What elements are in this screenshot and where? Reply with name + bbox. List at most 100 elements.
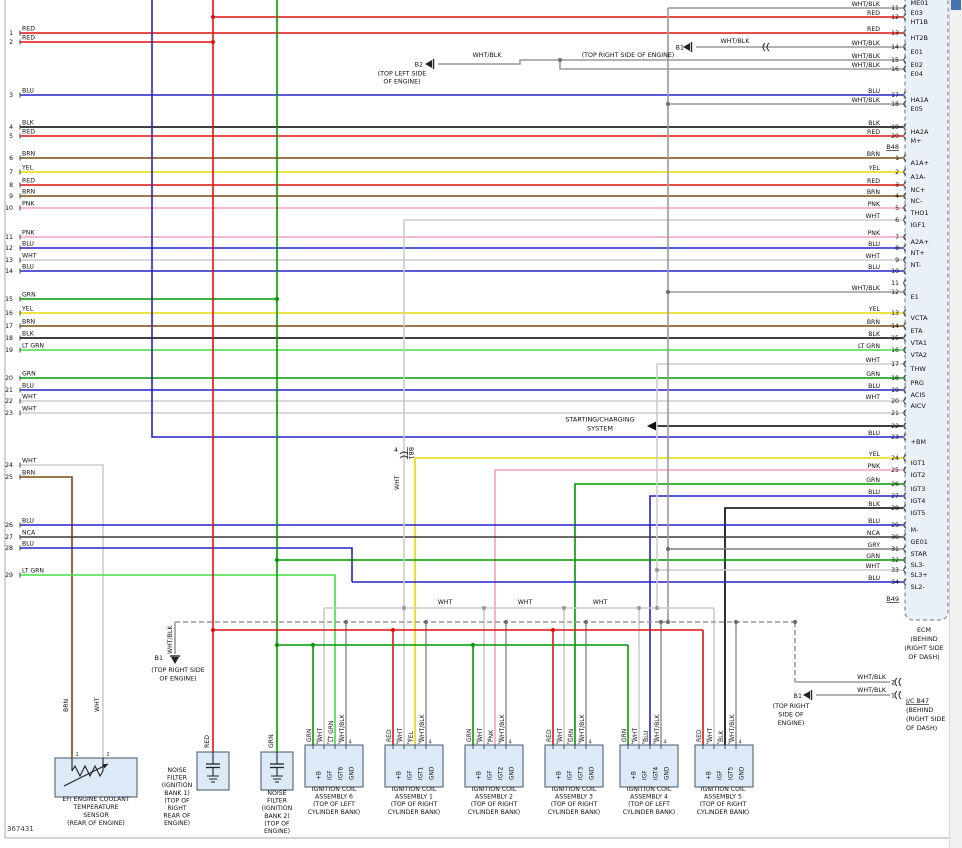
- wire-color-label: LT GRN: [22, 568, 44, 575]
- wire-color-label: PNK: [868, 463, 881, 470]
- junction-dot: [310, 642, 316, 648]
- left-wire-number: 7: [9, 169, 13, 176]
- component-pin-number: 2: [487, 740, 490, 746]
- inline-connector-icon: [399, 451, 409, 455]
- coil-terminal-label: +B: [557, 771, 563, 780]
- left-wire-number: 8: [9, 182, 13, 189]
- wire-color-label: BLU: [22, 241, 34, 248]
- wire-color-label: BRN: [22, 319, 36, 326]
- ecm-pin-signal: M-: [911, 526, 920, 534]
- ecm-pin-brace: [903, 454, 907, 462]
- coil-terminal-label: IGF: [718, 770, 724, 780]
- wire-color-label: BLU: [868, 264, 880, 271]
- annotation-text: WHT/BLK: [473, 52, 503, 59]
- ground-symbol-icon: [803, 691, 810, 699]
- ground-symbol-icon: [683, 43, 690, 51]
- component-label: ENGINE): [264, 828, 290, 835]
- ecm-pin-brace: [903, 100, 907, 108]
- pin-number: 2: [895, 169, 899, 176]
- component-label: ENGINE): [164, 820, 190, 827]
- annotation-text: OF ENGINE): [159, 676, 196, 683]
- ecm-pin-signal: HA2A: [911, 128, 929, 136]
- wire-color-label: WHT: [865, 563, 880, 570]
- wire-color-label: YEL: [868, 165, 881, 172]
- component-pin-number: 1: [316, 740, 319, 746]
- ecm-pin-brace: [903, 492, 907, 500]
- wire: [20, 476, 73, 758]
- junction-dot: [423, 619, 429, 625]
- wire-color-label: BRN: [867, 151, 881, 158]
- inline-connector-icon: [766, 42, 770, 52]
- junction-dot: [654, 567, 660, 573]
- left-wire-number: 6: [9, 155, 13, 162]
- wire-color-label: WHT/BLK: [852, 62, 881, 69]
- rotated-wire-label: WHT: [557, 728, 564, 742]
- left-wire-number: 11: [5, 234, 13, 241]
- ecm-pin-signal: GE01: [911, 538, 928, 546]
- inline-connector-icon: [894, 690, 898, 700]
- ecm-pin-brace: [903, 29, 907, 37]
- ecm-pin-brace: [903, 91, 907, 99]
- annotation-text: SYSTEM: [587, 425, 613, 433]
- wire-color-label: WHT: [22, 394, 37, 401]
- ecm-pin-brace: [903, 578, 907, 586]
- ecm-pin-signal: ME01: [911, 0, 929, 7]
- component-pin-number: 3: [338, 740, 341, 746]
- wire-color-label: BLU: [868, 88, 880, 95]
- ecm-pin-brace: [903, 181, 907, 189]
- junction-dot: [210, 627, 216, 633]
- ecm-pin-signal: HT2B: [911, 34, 928, 42]
- wire-color-label: RED: [867, 26, 880, 33]
- component-label: BANK 2): [264, 813, 289, 820]
- pin-number: 32: [891, 557, 899, 564]
- pin-number: 5: [895, 205, 899, 212]
- wire-color-label: WHT/BLK: [852, 40, 881, 47]
- left-wire-number: 18: [5, 335, 13, 342]
- component-label: CYLINDER BANK): [623, 809, 675, 816]
- junction-dot: [636, 605, 642, 611]
- component-pin-number: 4: [739, 740, 742, 746]
- ecm-pin-brace: [903, 556, 907, 564]
- wire-color-label: BLK: [22, 331, 35, 338]
- wire-color-label: WHT: [865, 253, 880, 260]
- junction-dot: [557, 57, 563, 63]
- component-box: [384, 744, 444, 788]
- coil-terminal-label: GND: [740, 766, 746, 780]
- junction-dot: [343, 619, 349, 625]
- pin-number: 19: [891, 124, 899, 131]
- annotation-text: 2: [891, 680, 895, 687]
- ecm-pin-signal: E05: [911, 105, 923, 113]
- left-wire-number: 25: [5, 474, 13, 481]
- junction-dot: [470, 642, 476, 648]
- wire-color-label: WHT: [865, 213, 880, 220]
- wire-color-label: BLU: [22, 383, 34, 390]
- component-pin-number: 2: [642, 740, 645, 746]
- pin-number: 15: [891, 57, 899, 64]
- component-pin-number: 2: [327, 740, 330, 746]
- left-wire-number: 17: [5, 323, 13, 330]
- pin-number: 20: [891, 398, 899, 405]
- ecm-pin-brace: [903, 233, 907, 241]
- coil-terminal-label: +B: [477, 771, 483, 780]
- junction-dot: [658, 619, 664, 625]
- ecm-pin-signal: AICV: [911, 402, 927, 410]
- left-wire-number: 4: [9, 124, 13, 131]
- wire: [20, 547, 353, 582]
- ecm-pin-signal: VCTA: [911, 314, 928, 322]
- wire-color-label: YEL: [21, 165, 34, 172]
- pin-number: 1: [895, 155, 899, 162]
- rotated-wire-label: LT GRN: [328, 721, 335, 742]
- component-label: (TOP OF RIGHT: [700, 801, 747, 808]
- resistor-icon: [71, 764, 104, 778]
- junction-dot: [665, 619, 671, 625]
- left-wire-number: 16: [5, 310, 13, 317]
- coil-terminal-label: +B: [397, 771, 403, 780]
- rotated-wire-label: YEL: [408, 731, 415, 743]
- scrollbar-track[interactable]: [949, 0, 962, 848]
- rotated-wire-label: BLU: [643, 730, 650, 742]
- ecm-pin-brace: [903, 267, 907, 275]
- scrollbar-thumb[interactable]: [951, 0, 961, 10]
- wire-color-label: WHT/BLK: [852, 97, 881, 104]
- ecm-pin-signal: VTA2: [911, 351, 928, 359]
- component-label: REAR OF: [163, 813, 191, 820]
